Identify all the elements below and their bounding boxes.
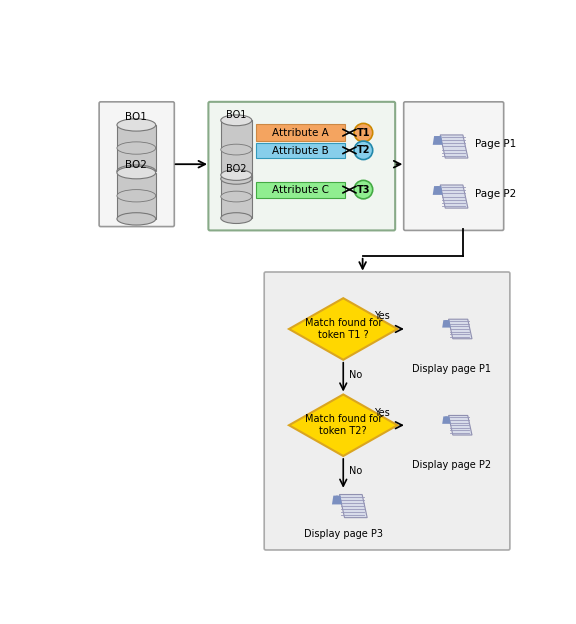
Ellipse shape bbox=[221, 170, 252, 180]
Ellipse shape bbox=[117, 167, 156, 179]
Text: Attribute A: Attribute A bbox=[272, 128, 329, 138]
Circle shape bbox=[354, 180, 373, 199]
Text: Display page P3: Display page P3 bbox=[304, 529, 382, 539]
FancyBboxPatch shape bbox=[404, 102, 503, 230]
Ellipse shape bbox=[221, 213, 252, 223]
Polygon shape bbox=[221, 120, 252, 179]
Circle shape bbox=[444, 320, 449, 324]
Circle shape bbox=[435, 186, 441, 192]
Circle shape bbox=[435, 136, 441, 142]
Polygon shape bbox=[289, 394, 397, 456]
Polygon shape bbox=[440, 135, 468, 158]
Polygon shape bbox=[117, 125, 156, 171]
Ellipse shape bbox=[117, 190, 156, 202]
Circle shape bbox=[444, 416, 449, 421]
Text: T1: T1 bbox=[357, 128, 370, 138]
FancyBboxPatch shape bbox=[99, 102, 175, 227]
Ellipse shape bbox=[117, 142, 156, 154]
Text: Match found for
token T2?: Match found for token T2? bbox=[305, 414, 382, 436]
Polygon shape bbox=[433, 186, 443, 195]
Text: No: No bbox=[350, 370, 363, 380]
Polygon shape bbox=[289, 298, 397, 360]
Text: Attribute B: Attribute B bbox=[272, 146, 329, 156]
Text: Display page P2: Display page P2 bbox=[412, 460, 491, 470]
Polygon shape bbox=[440, 185, 468, 208]
Text: Page P2: Page P2 bbox=[475, 189, 516, 199]
Text: Display page P1: Display page P1 bbox=[412, 364, 491, 374]
Polygon shape bbox=[433, 136, 443, 145]
Text: BO2: BO2 bbox=[226, 164, 247, 174]
Bar bbox=[256, 144, 345, 158]
Polygon shape bbox=[449, 319, 472, 339]
Text: Yes: Yes bbox=[374, 407, 390, 417]
Ellipse shape bbox=[117, 213, 156, 225]
Circle shape bbox=[354, 141, 373, 160]
FancyBboxPatch shape bbox=[209, 102, 395, 230]
Text: BO2: BO2 bbox=[126, 160, 147, 170]
Circle shape bbox=[334, 495, 340, 501]
Text: Page P1: Page P1 bbox=[475, 139, 516, 149]
Ellipse shape bbox=[221, 191, 252, 202]
Ellipse shape bbox=[117, 119, 156, 131]
Text: Yes: Yes bbox=[374, 311, 390, 321]
Ellipse shape bbox=[117, 165, 156, 177]
Text: No: No bbox=[350, 466, 363, 477]
Polygon shape bbox=[339, 494, 367, 518]
Polygon shape bbox=[117, 173, 156, 219]
Ellipse shape bbox=[221, 173, 252, 184]
Ellipse shape bbox=[221, 115, 252, 125]
Bar bbox=[256, 182, 345, 198]
Bar bbox=[256, 124, 345, 141]
Text: BO1: BO1 bbox=[226, 110, 247, 120]
Ellipse shape bbox=[221, 144, 252, 155]
Polygon shape bbox=[332, 495, 342, 504]
FancyBboxPatch shape bbox=[264, 272, 510, 550]
Polygon shape bbox=[221, 175, 252, 218]
Polygon shape bbox=[442, 416, 450, 424]
Polygon shape bbox=[449, 416, 472, 435]
Circle shape bbox=[354, 124, 373, 142]
Polygon shape bbox=[442, 320, 450, 328]
Text: BO1: BO1 bbox=[126, 112, 147, 122]
Text: T2: T2 bbox=[357, 145, 370, 155]
Text: Match found for
token T1 ?: Match found for token T1 ? bbox=[305, 318, 382, 340]
Text: T3: T3 bbox=[357, 185, 370, 195]
Text: Attribute C: Attribute C bbox=[272, 185, 329, 195]
